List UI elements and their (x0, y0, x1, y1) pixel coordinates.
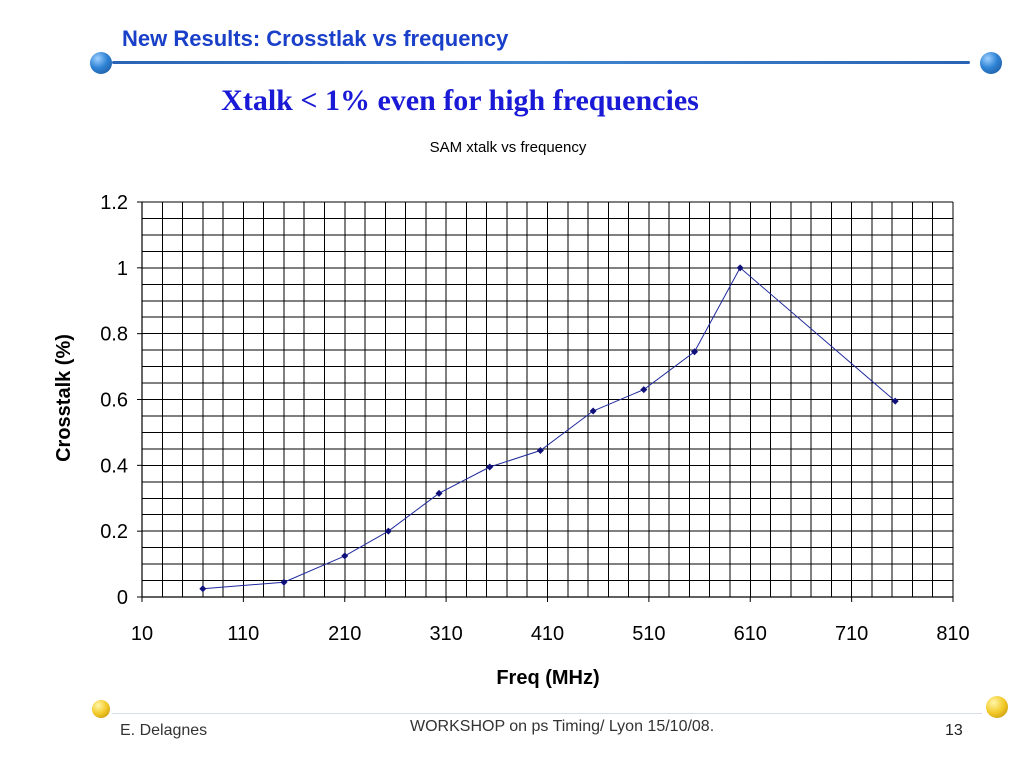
top-right-ball-ornament (980, 52, 1002, 74)
x-axis-label: Freq (MHz) (496, 667, 599, 689)
footer-event: WORKSHOP on ps Timing/ Lyon 15/10/08. (410, 718, 715, 735)
title-underline (112, 61, 970, 64)
data-point-marker (384, 527, 392, 535)
y-tick-label: 1.2 (100, 192, 128, 214)
data-point-marker (199, 585, 207, 593)
data-point-marker (736, 264, 744, 272)
data-point-marker (690, 348, 698, 356)
data-point-marker (891, 397, 899, 405)
top-left-ball-ornament (90, 52, 112, 74)
x-tick-label: 710 (835, 623, 868, 645)
y-axis-label: Crosstalk (%) (53, 334, 75, 462)
data-point-marker (435, 489, 443, 497)
x-tick-label: 510 (632, 623, 665, 645)
x-tick-label: 10 (131, 623, 153, 645)
data-point-marker (536, 447, 544, 455)
data-point-marker (589, 407, 597, 415)
grid-lines (141, 201, 954, 598)
x-tick-label: 110 (227, 623, 259, 645)
bottom-left-ball-ornament (92, 700, 110, 718)
footer-author: E. Delagnes (120, 722, 208, 739)
x-tick-label: 210 (328, 623, 361, 645)
x-tick-label: 410 (531, 623, 564, 645)
chart-title: SAM xtalk vs frequency (430, 139, 587, 156)
x-tick-label: 610 (734, 623, 767, 645)
x-tick-label: 810 (936, 623, 969, 645)
y-tick-label: 1 (117, 258, 128, 280)
y-tick-label: 0.8 (100, 324, 128, 346)
series-line (202, 267, 896, 590)
slide-subtitle: Xtalk < 1% even for high frequencies (221, 84, 699, 117)
data-point-marker (280, 578, 288, 586)
y-tick-label: 0.4 (100, 455, 128, 477)
slide-title: New Results: Crosstlak vs frequency (122, 26, 509, 51)
data-point-marker (341, 552, 349, 560)
data-point-marker (486, 463, 494, 471)
page-number: 13 (945, 722, 963, 739)
y-tick-label: 0 (117, 587, 128, 609)
y-tick-label: 0.6 (100, 390, 128, 412)
data-point-marker (640, 386, 648, 394)
footer-rule (112, 713, 982, 714)
y-tick-label: 0.2 (100, 521, 128, 543)
bottom-right-ball-ornament (986, 696, 1008, 718)
x-tick-label: 310 (429, 623, 462, 645)
